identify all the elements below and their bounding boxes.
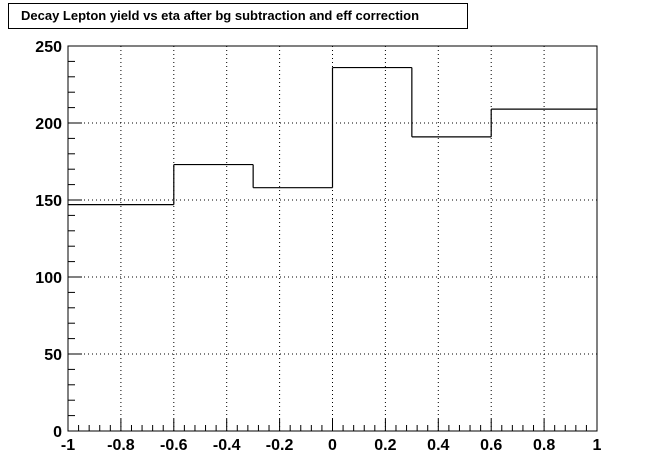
x-tick-label: -0.6 <box>160 437 188 454</box>
axis-ticks <box>67 45 598 432</box>
x-tick-label: 1 <box>593 437 602 454</box>
x-tick-label: 0.2 <box>374 437 396 454</box>
x-tick-label: -1 <box>61 437 75 454</box>
x-tick-label: 0.4 <box>427 437 449 454</box>
y-tick-label: 150 <box>35 193 62 210</box>
y-tick-label: 200 <box>35 116 62 133</box>
y-tick-label: 250 <box>35 39 62 56</box>
y-tick-label: 0 <box>53 424 62 441</box>
x-tick-label: -0.4 <box>213 437 241 454</box>
y-axis-tick-labels: 0 50 100 150 200 250 <box>35 39 62 441</box>
histogram-bins <box>68 66 597 206</box>
y-tick-label: 50 <box>44 347 62 364</box>
x-tick-label: 0.6 <box>480 437 502 454</box>
x-tick-label: -0.8 <box>107 437 135 454</box>
x-tick-label: 0 <box>328 437 337 454</box>
x-tick-label: 0.8 <box>533 437 555 454</box>
x-tick-label: -0.2 <box>266 437 294 454</box>
y-tick-label: 100 <box>35 270 62 287</box>
x-axis-tick-labels: -1 -0.8 -0.6 -0.4 -0.2 0 0.2 0.4 0.6 0.8 1 <box>61 437 602 454</box>
chart-title: Decay Lepton yield vs eta after bg subtr… <box>8 3 468 29</box>
